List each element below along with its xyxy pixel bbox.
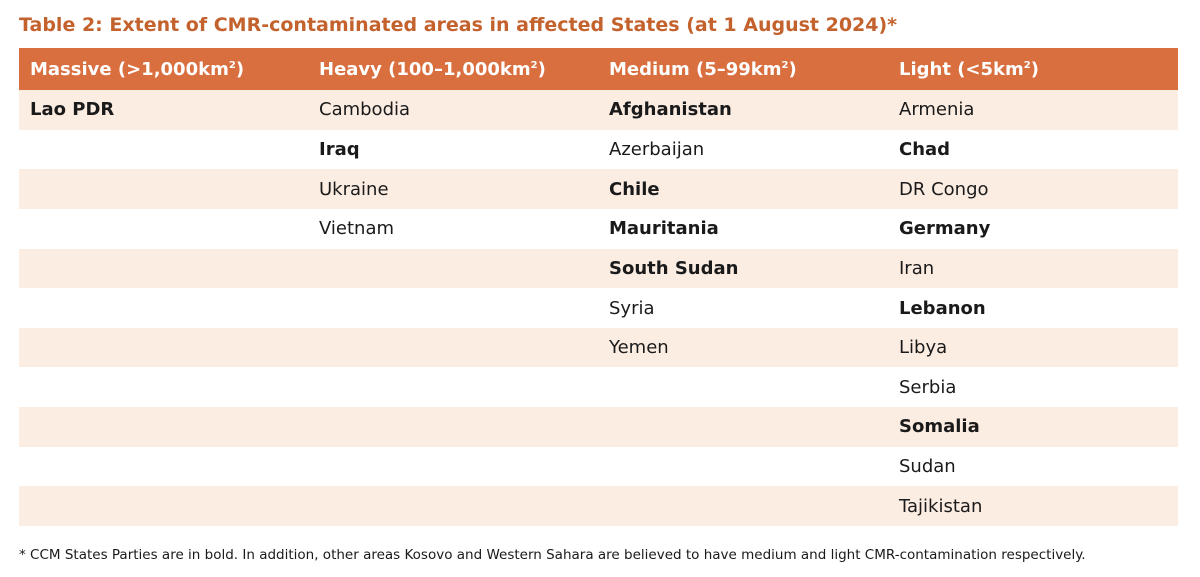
cell-medium (598, 407, 888, 447)
header-superscript: 2 (781, 59, 789, 71)
header-suffix: ) (235, 58, 245, 80)
header-superscript: 2 (530, 59, 538, 71)
cell-medium (598, 447, 888, 487)
cell-heavy: Vietnam (319, 218, 395, 240)
cell-heavy (308, 447, 598, 487)
cell-massive (19, 447, 308, 487)
table-row: Vietnam Mauritania Germany (19, 209, 1178, 249)
header-label: Medium (5–99km (609, 58, 782, 80)
header-suffix: ) (1030, 58, 1039, 80)
header-light: Light (<5km2) (888, 48, 1178, 90)
header-superscript: 2 (228, 59, 236, 71)
header-suffix: ) (788, 58, 797, 80)
cell-heavy: Iraq (319, 138, 360, 160)
cell-massive (19, 288, 308, 328)
cell-medium: Syria (609, 297, 655, 319)
cell-heavy (308, 248, 598, 289)
cell-medium: South Sudan (598, 248, 888, 289)
table-row: Yemen Libya (19, 327, 1178, 368)
header-suffix: ) (537, 58, 546, 80)
table-row: Lao PDR Cambodia Afghanistan Armenia (19, 90, 1178, 130)
cell-light: Libya (888, 327, 1178, 368)
cell-light: Sudan (899, 456, 956, 478)
cell-heavy (308, 367, 598, 407)
cell-heavy (308, 407, 598, 447)
table-row: South Sudan Iran (19, 248, 1178, 289)
cell-light: Chad (899, 138, 951, 160)
cell-light: Iran (888, 248, 1178, 289)
cell-light: Armenia (888, 90, 1178, 130)
cell-medium: Afghanistan (598, 90, 888, 130)
cell-light: DR Congo (888, 169, 1178, 209)
cell-light: Tajikistan (888, 486, 1178, 527)
footnote: * CCM States Parties are in bold. In add… (19, 547, 1086, 563)
cell-massive (19, 130, 308, 170)
table-body: Lao PDR Cambodia Afghanistan Armenia Iraq Aze… (19, 90, 1178, 527)
header-medium: Medium (5–99km2) (598, 48, 888, 90)
header-superscript: 2 (1023, 59, 1031, 71)
cell-light: Germany (899, 218, 991, 240)
cell-light: Serbia (899, 376, 957, 398)
cell-medium (598, 367, 888, 407)
table-row: Somalia (19, 407, 1178, 447)
cell-heavy (308, 327, 598, 368)
cell-massive (19, 367, 308, 407)
cell-medium (598, 486, 888, 527)
header-row: Massive (>1,000km2) Heavy (100–1,000km2)… (19, 48, 1178, 90)
cell-heavy: Cambodia (308, 90, 598, 130)
table-row: Ukraine Chile DR Congo (19, 169, 1178, 209)
cell-heavy (308, 486, 598, 527)
cell-massive (19, 327, 308, 368)
cell-medium: Azerbaijan (609, 138, 705, 160)
cell-medium: Chile (598, 169, 888, 209)
table-row: Sudan (19, 447, 1178, 487)
header-label: Light (<5km (899, 58, 1024, 80)
table-row: Iraq Azerbaijan Chad (19, 130, 1178, 170)
cell-massive (19, 248, 308, 289)
cell-medium: Mauritania (609, 218, 719, 240)
table-row: Syria Lebanon (19, 288, 1178, 328)
header-massive: Massive (>1,000km2) (19, 48, 308, 90)
cell-massive (19, 209, 308, 249)
cell-light: Lebanon (899, 297, 986, 319)
cell-medium: Yemen (598, 327, 888, 368)
table-row: Serbia (19, 367, 1178, 407)
contamination-table: Massive (>1,000km2) Heavy (100–1,000km2)… (19, 48, 1178, 527)
cell-light: Somalia (888, 407, 1178, 447)
cell-heavy: Ukraine (308, 169, 598, 209)
table-row: Tajikistan (19, 486, 1178, 527)
cell-massive (19, 407, 308, 447)
cell-massive: Lao PDR (19, 90, 308, 130)
cell-massive (19, 169, 308, 209)
header-label: Heavy (100–1,000km (319, 58, 531, 80)
header-heavy: Heavy (100–1,000km2) (308, 48, 598, 90)
cell-massive (19, 486, 308, 527)
cell-heavy (308, 288, 598, 328)
table-title: Table 2: Extent of CMR-contaminated area… (19, 14, 898, 36)
header-label: Massive (>1,000km (30, 58, 229, 80)
